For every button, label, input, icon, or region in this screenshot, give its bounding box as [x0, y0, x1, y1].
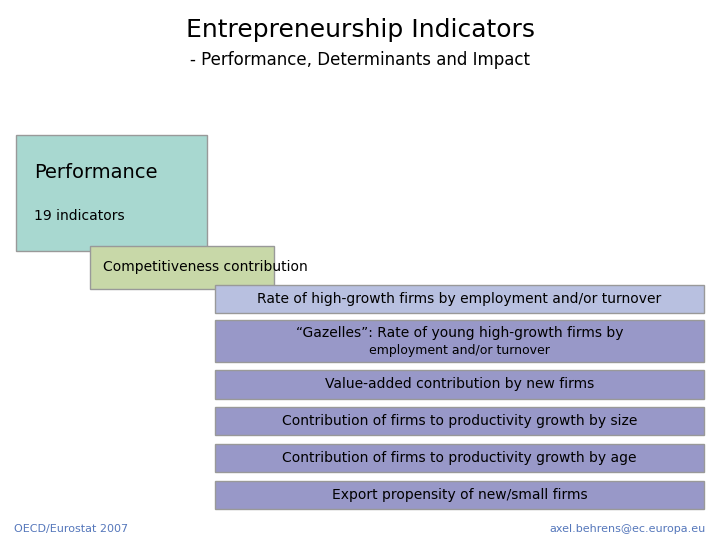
- Text: Export propensity of new/small firms: Export propensity of new/small firms: [331, 488, 588, 502]
- FancyBboxPatch shape: [215, 285, 704, 313]
- Text: 19 indicators: 19 indicators: [34, 210, 125, 223]
- FancyBboxPatch shape: [215, 444, 704, 472]
- Text: Entrepreneurship Indicators: Entrepreneurship Indicators: [186, 18, 534, 42]
- Text: “Gazelles”: Rate of young high-growth firms by: “Gazelles”: Rate of young high-growth fi…: [296, 326, 623, 340]
- Text: OECD/Eurostat 2007: OECD/Eurostat 2007: [14, 523, 129, 534]
- FancyBboxPatch shape: [215, 407, 704, 435]
- Text: Contribution of firms to productivity growth by age: Contribution of firms to productivity gr…: [282, 451, 636, 465]
- Text: Competitiveness contribution: Competitiveness contribution: [103, 260, 307, 274]
- FancyBboxPatch shape: [215, 320, 704, 362]
- Text: Value-added contribution by new firms: Value-added contribution by new firms: [325, 377, 594, 392]
- Text: - Performance, Determinants and Impact: - Performance, Determinants and Impact: [190, 51, 530, 70]
- FancyBboxPatch shape: [16, 135, 207, 251]
- Text: Rate of high-growth firms by employment and/or turnover: Rate of high-growth firms by employment …: [257, 292, 662, 306]
- Text: Performance: Performance: [34, 163, 158, 181]
- FancyBboxPatch shape: [215, 481, 704, 509]
- Text: employment and/or turnover: employment and/or turnover: [369, 343, 550, 356]
- FancyBboxPatch shape: [90, 246, 274, 289]
- Text: Contribution of firms to productivity growth by size: Contribution of firms to productivity gr…: [282, 414, 637, 428]
- Text: axel.behrens@ec.europa.eu: axel.behrens@ec.europa.eu: [549, 523, 706, 534]
- FancyBboxPatch shape: [215, 370, 704, 399]
